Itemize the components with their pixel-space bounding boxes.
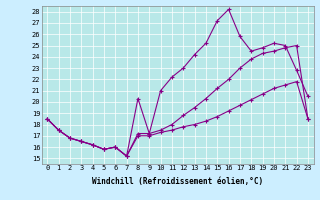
X-axis label: Windchill (Refroidissement éolien,°C): Windchill (Refroidissement éolien,°C)	[92, 177, 263, 186]
